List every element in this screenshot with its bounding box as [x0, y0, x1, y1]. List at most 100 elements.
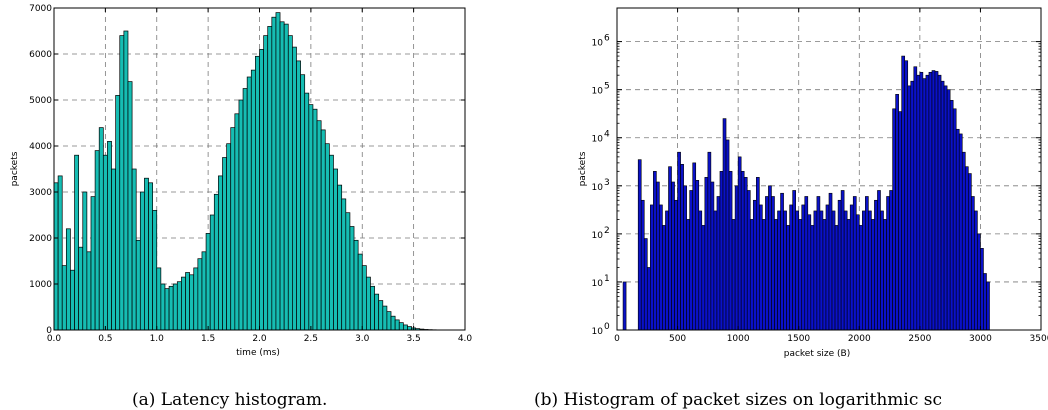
- latency-bar: [74, 154, 80, 331]
- packet-size-bar: [810, 225, 815, 331]
- packet-size-bar: [931, 70, 936, 331]
- packet-size-bar: [646, 267, 651, 331]
- packet-size-bar: [752, 199, 757, 331]
- packet-size-bar: [728, 171, 733, 331]
- packet-size-bar: [871, 219, 875, 331]
- latency-bar: [181, 276, 186, 331]
- latency-bar: [185, 272, 190, 331]
- packet-size-caption: (b) Histogram of packet sizes on logarit…: [534, 390, 942, 410]
- packet-size-bar: [840, 190, 845, 331]
- latency-bar: [361, 265, 367, 331]
- packet-size-bar: [731, 219, 736, 331]
- latency-bar: [86, 251, 92, 331]
- packet-size-bar: [710, 181, 715, 331]
- packet-size-bar: [889, 190, 893, 331]
- latency-x-tick-label: 0.0: [47, 334, 62, 344]
- packet-size-bar: [789, 204, 793, 331]
- latency-bar: [53, 182, 59, 331]
- latency-bar: [218, 175, 223, 331]
- packet-size-bar: [801, 204, 806, 331]
- packet-size-bar: [698, 210, 703, 331]
- latency-bar: [324, 143, 330, 331]
- latency-histogram: 0.0 0.5 1.0 1.5 2.0 2.5 3.0 3.5 4.0 0 1000 2000 3000…: [10, 4, 472, 410]
- packet-size-y-tick-exponent: 3: [604, 178, 610, 188]
- latency-y-tick-label: 6000: [29, 50, 52, 60]
- packet-size-bar: [762, 219, 766, 331]
- latency-bar: [172, 283, 178, 331]
- packet-size-bar: [680, 164, 684, 331]
- packet-size-bar: [904, 60, 909, 331]
- latency-bar: [279, 21, 285, 331]
- latency-bar: [193, 267, 199, 331]
- latency-bar: [148, 182, 153, 331]
- packet-size-bar: [677, 151, 681, 331]
- packet-size-bar: [650, 204, 654, 331]
- latency-bar: [394, 319, 400, 331]
- latency-bar: [263, 35, 269, 331]
- latency-grid: [54, 8, 465, 330]
- packet-size-bar: [971, 196, 975, 331]
- packet-size-bar: [955, 128, 960, 331]
- packet-size-y-tick-exponent: 0: [604, 322, 610, 332]
- packet-size-y-tick-label: 10: [592, 135, 604, 145]
- latency-bar: [230, 127, 236, 331]
- latency-bar: [378, 300, 384, 331]
- packet-size-bar: [868, 210, 872, 331]
- latency-ylabel: packets: [10, 151, 20, 186]
- latency-bar: [119, 35, 125, 331]
- packet-size-y-tick-label: 10: [592, 39, 604, 49]
- latency-bar: [370, 285, 375, 331]
- packet-size-bar: [765, 196, 769, 331]
- latency-bar: [345, 212, 351, 331]
- packet-size-bar: [862, 210, 866, 331]
- latency-bar: [201, 251, 207, 331]
- packet-size-plot-frame: [616, 7, 1042, 331]
- latency-bar: [209, 214, 215, 331]
- latency-bar: [238, 99, 244, 331]
- packet-size-bar: [886, 196, 890, 331]
- latency-bar: [90, 196, 96, 331]
- packet-size-bar: [961, 151, 966, 331]
- packet-size-y-tick-label: 10: [592, 183, 604, 193]
- packet-size-bar: [907, 85, 912, 331]
- packet-size-bar: [780, 192, 784, 331]
- latency-bar: [144, 177, 149, 331]
- packet-size-bar: [865, 196, 869, 331]
- latency-bar: [213, 193, 219, 331]
- latency-bar: [189, 274, 195, 331]
- packet-size-bar: [668, 166, 672, 331]
- latency-y-tick-label: 7000: [29, 4, 52, 14]
- latency-y-tick-label: 5000: [29, 96, 52, 106]
- latency-bar: [341, 198, 347, 331]
- packet-size-x-tick-label: 2000: [848, 334, 871, 344]
- latency-bar: [271, 16, 277, 331]
- packet-size-bar: [786, 225, 790, 331]
- packet-size-xlabel: packet size (B): [784, 349, 851, 359]
- packet-size-x-tick-label: 3500: [1030, 334, 1048, 344]
- packet-size-bar: [743, 177, 748, 331]
- latency-bar: [176, 281, 182, 331]
- packet-size-bar: [749, 219, 754, 331]
- packet-size-bar: [849, 204, 854, 331]
- packet-size-bar: [922, 78, 927, 331]
- latency-bar: [407, 326, 412, 331]
- packet-size-bar: [783, 210, 787, 331]
- latency-bar: [222, 157, 227, 331]
- packet-size-x-tick-label: 500: [669, 334, 686, 344]
- packet-size-bar: [928, 71, 933, 331]
- latency-bar: [160, 283, 166, 331]
- packet-size-bar: [946, 89, 951, 331]
- latency-bar: [357, 253, 363, 331]
- latency-bar: [312, 108, 318, 331]
- packet-size-bar: [977, 233, 981, 331]
- packet-size-bar: [656, 181, 660, 331]
- packet-size-bar: [637, 159, 642, 331]
- packet-size-bar: [910, 80, 915, 331]
- latency-bar: [300, 74, 306, 331]
- packet-size-bar: [819, 210, 824, 331]
- packet-size-bar: [825, 204, 830, 331]
- latency-bar: [70, 269, 75, 331]
- packet-size-bar: [916, 74, 921, 331]
- latency-bar: [304, 92, 310, 331]
- packet-size-bar: [768, 185, 772, 331]
